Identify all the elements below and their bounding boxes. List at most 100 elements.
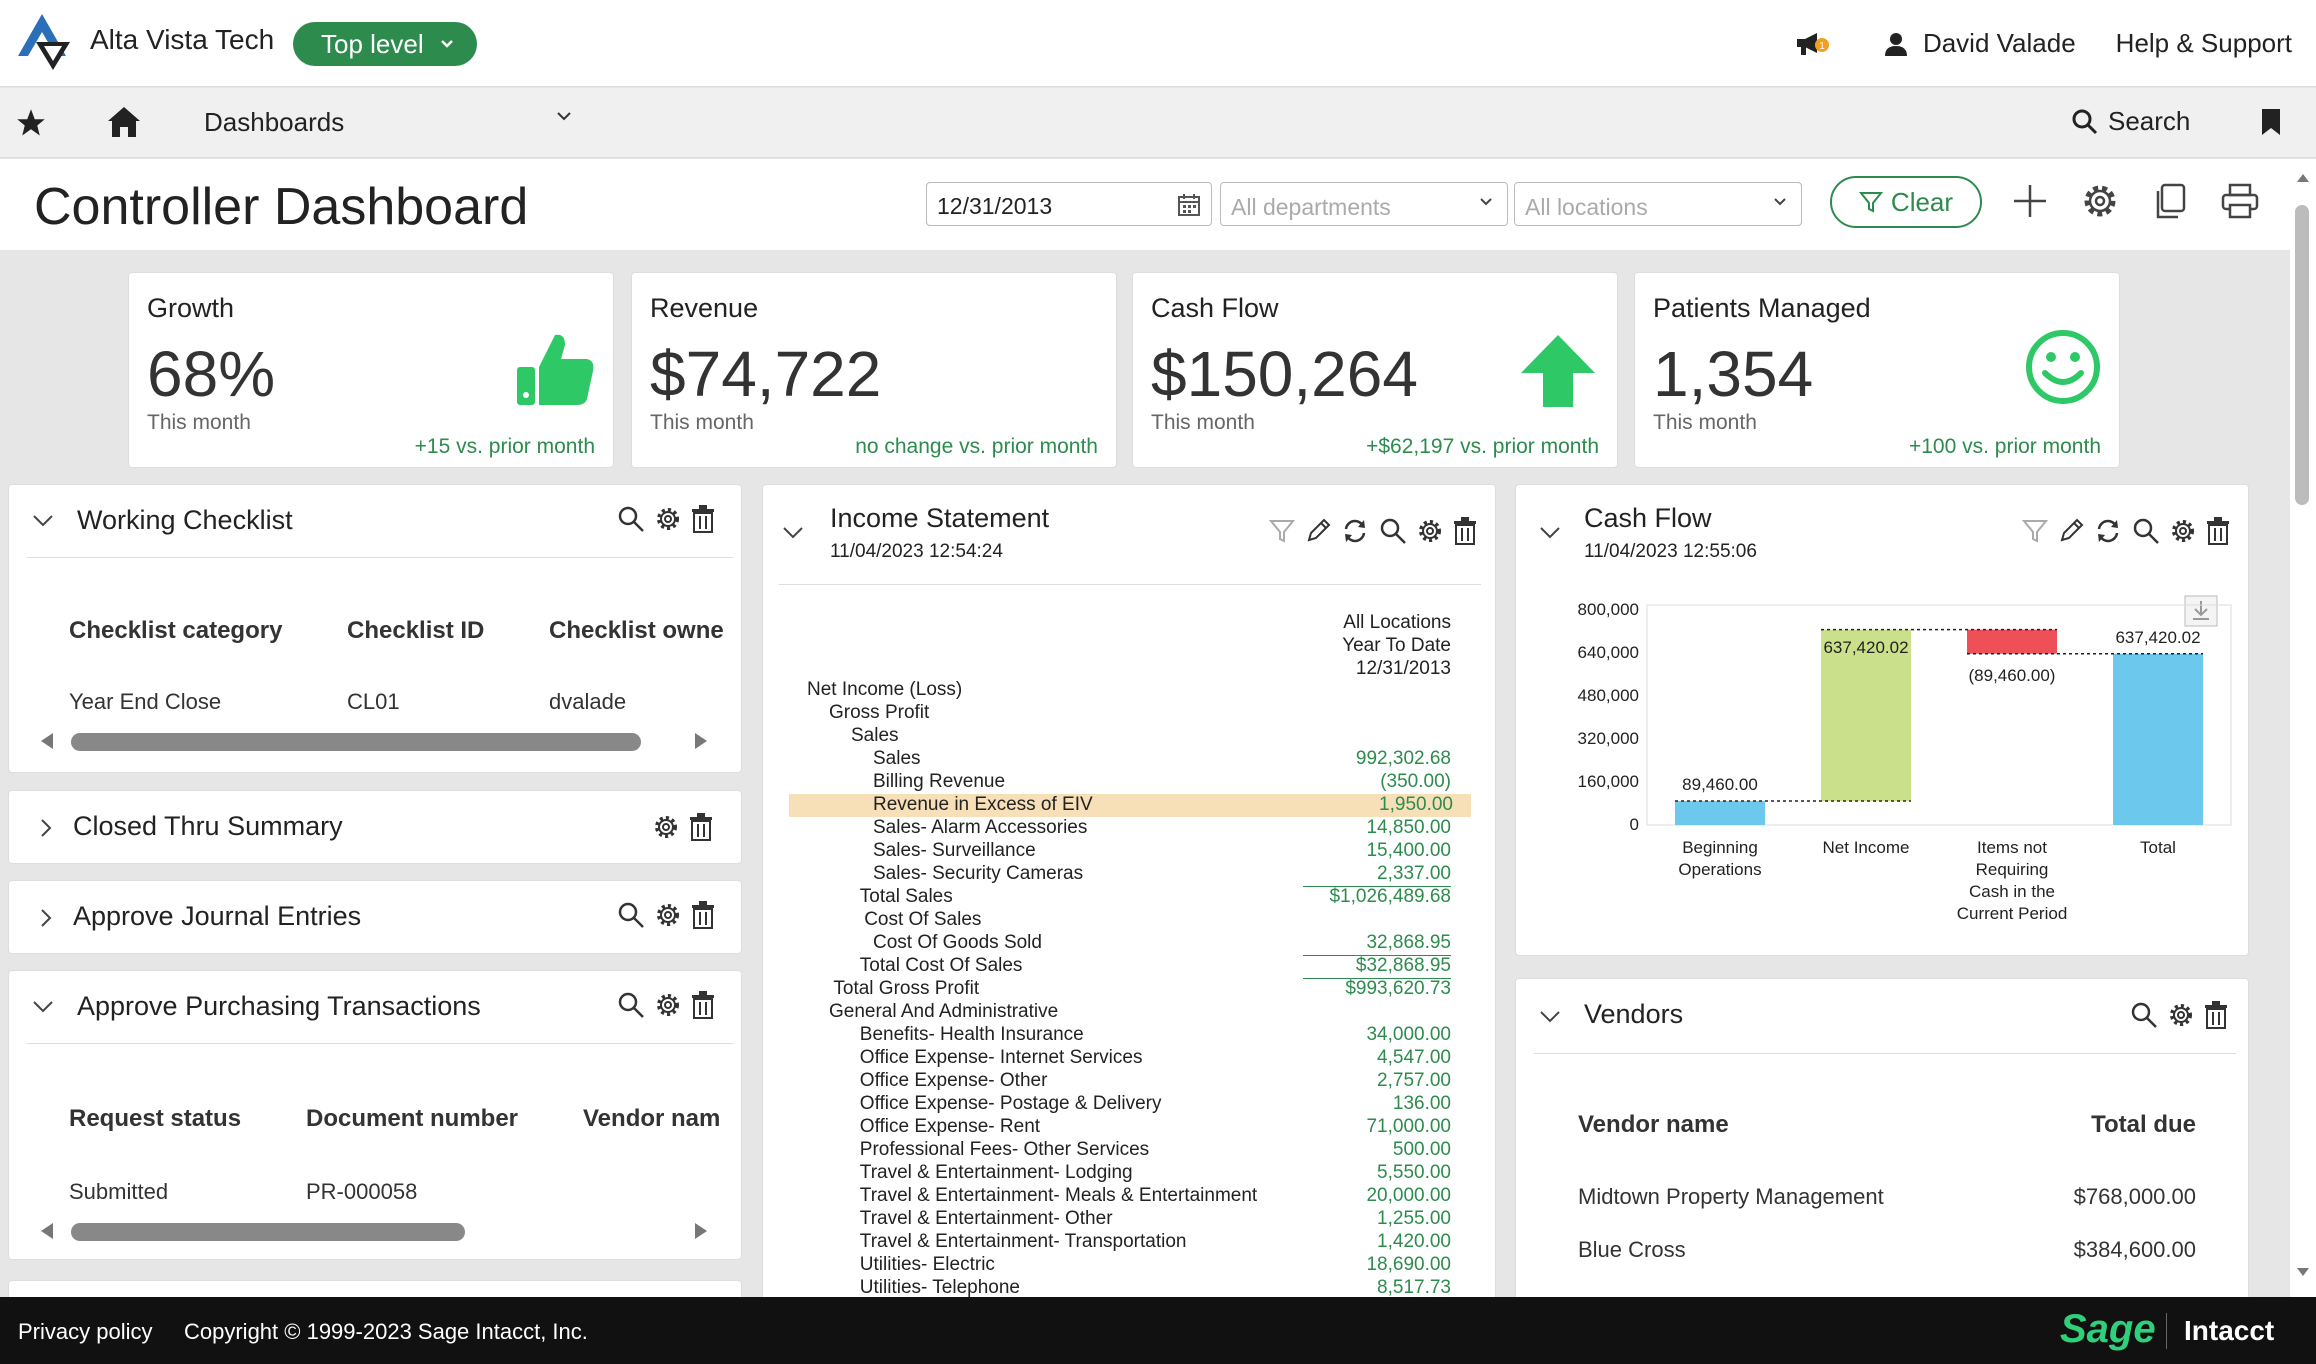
report-row[interactable]: Travel & Entertainment- Lodging 5,550.00 [763, 1162, 1495, 1185]
kpi-card-growth[interactable]: Growth 68% This month +15 vs. prior mont… [128, 272, 614, 468]
amount[interactable]: 71,000.00 [1366, 1116, 1451, 1137]
gear-icon[interactable] [655, 902, 681, 928]
pencil-icon[interactable] [1305, 518, 1331, 544]
amount[interactable]: 14,850.00 [1366, 817, 1451, 838]
table-cell[interactable]: Year End Close [69, 689, 222, 714]
chevron-down-icon[interactable] [1538, 525, 1562, 541]
report-row[interactable]: Office Expense- Rent 71,000.00 [763, 1116, 1495, 1139]
trash-icon[interactable] [691, 901, 715, 929]
report-row[interactable]: Office Expense- Postage & Delivery 136.00 [763, 1093, 1495, 1116]
print-icon[interactable] [2220, 181, 2260, 221]
amount[interactable]: 1,420.00 [1377, 1231, 1451, 1252]
report-row[interactable]: Sales [763, 725, 1495, 748]
horizontal-scrollbar-thumb[interactable] [71, 733, 641, 751]
report-row[interactable]: Total Sales $1,026,489.68 [763, 886, 1495, 909]
chart-bar[interactable] [2113, 653, 2203, 825]
search-icon[interactable] [2130, 1001, 2158, 1029]
dashboards-menu[interactable]: Dashboards [204, 107, 345, 137]
scroll-left-icon[interactable] [41, 1223, 53, 1239]
page-scrollbar[interactable] [2290, 159, 2316, 1297]
amount[interactable]: $993,620.73 [1345, 978, 1451, 999]
vendor-name-cell[interactable]: Midtown Property Management [1578, 1184, 1884, 1209]
filter-icon[interactable] [2022, 518, 2048, 544]
amount[interactable]: 8,517.73 [1377, 1277, 1451, 1298]
report-row[interactable]: Professional Fees- Other Services 500.00 [763, 1139, 1495, 1162]
gear-icon[interactable] [2168, 1002, 2194, 1028]
report-row[interactable]: Cost Of Sales [763, 909, 1495, 932]
locations-select[interactable]: All locations [1514, 182, 1802, 226]
chevron-down-icon[interactable] [781, 525, 805, 541]
report-row[interactable]: Total Cost Of Sales $32,868.95 [763, 955, 1495, 978]
report-row[interactable]: Office Expense- Internet Services 4,547.0… [763, 1047, 1495, 1070]
search-icon[interactable] [2132, 517, 2160, 545]
report-row[interactable]: Cost Of Goods Sold 32,868.95 [763, 932, 1495, 955]
chart-bar[interactable] [1821, 629, 1911, 801]
amount[interactable]: 4,547.00 [1377, 1047, 1451, 1068]
gear-icon[interactable] [655, 506, 681, 532]
column-header[interactable]: Request status [69, 1105, 242, 1132]
search-button[interactable]: Search [2072, 106, 2190, 137]
gear-icon[interactable] [655, 992, 681, 1018]
home-icon[interactable] [106, 105, 142, 139]
trash-icon[interactable] [689, 813, 713, 841]
amount[interactable]: 2,337.00 [1377, 863, 1451, 884]
scroll-left-icon[interactable] [41, 733, 53, 749]
chevron-down-icon[interactable] [31, 513, 55, 529]
vendor-name-cell[interactable]: Blue Cross [1578, 1237, 1686, 1262]
amount[interactable]: 2,757.00 [1377, 1070, 1451, 1091]
amount[interactable]: $1,026,489.68 [1329, 886, 1451, 907]
scrollbar-thumb[interactable] [2295, 205, 2309, 505]
column-header[interactable]: Document number [306, 1105, 519, 1132]
clear-filters-button[interactable]: Clear [1830, 176, 1982, 228]
scroll-up-icon[interactable] [2296, 173, 2310, 183]
help-support-link[interactable]: Help & Support [2116, 28, 2292, 59]
user-menu[interactable]: David Valade [1883, 28, 2076, 59]
privacy-policy-link[interactable]: Privacy policy [18, 1319, 153, 1344]
report-row[interactable]: Benefits- Health Insurance 34,000.00 [763, 1024, 1495, 1047]
amount[interactable]: 1,950.00 [1379, 794, 1453, 815]
report-row[interactable]: Net Income (Loss) [763, 679, 1495, 702]
bookmark-icon[interactable] [2260, 108, 2282, 136]
notifications-button[interactable]: 1 [1795, 31, 1843, 57]
amount[interactable]: 5,550.00 [1377, 1162, 1451, 1183]
kpi-card-cash-flow[interactable]: Cash Flow $150,264 This month +$62,197 v… [1132, 272, 1618, 468]
chart-bar[interactable] [1675, 800, 1765, 825]
amount[interactable]: 34,000.00 [1366, 1024, 1451, 1045]
amount[interactable]: 136.00 [1392, 1093, 1451, 1114]
report-row[interactable]: Sales- Security Cameras 2,337.00 [763, 863, 1495, 886]
report-row[interactable]: Billing Revenue (350.00) [763, 771, 1495, 794]
chevron-down-icon[interactable] [556, 110, 572, 122]
amount[interactable]: 992,302.68 [1355, 748, 1451, 769]
report-row[interactable]: Office Expense- Other 2,757.00 [763, 1070, 1495, 1093]
column-header[interactable]: Checklist category [69, 617, 283, 644]
report-row[interactable]: Sales- Alarm Accessories 14,850.00 [763, 817, 1495, 840]
column-header[interactable]: Total due [2091, 1111, 2196, 1138]
chart-bar[interactable] [1967, 629, 2057, 654]
trash-icon[interactable] [691, 505, 715, 533]
amount[interactable]: $32,868.95 [1355, 955, 1451, 976]
kpi-card-patients-managed[interactable]: Patients Managed 1,354 This month +100 v… [1634, 272, 2120, 468]
pencil-icon[interactable] [2058, 518, 2084, 544]
search-icon[interactable] [617, 901, 645, 929]
report-row[interactable]: General And Administrative [763, 1001, 1495, 1024]
report-row[interactable]: Utilities- Telephone 8,517.73 [763, 1277, 1495, 1300]
trash-icon[interactable] [2206, 517, 2230, 545]
column-header[interactable]: Vendor name [1578, 1111, 1729, 1138]
trash-icon[interactable] [1453, 517, 1477, 545]
amount[interactable]: 32,868.95 [1366, 932, 1451, 953]
amount[interactable]: (350.00) [1380, 771, 1451, 792]
trash-icon[interactable] [2204, 1001, 2228, 1029]
search-icon[interactable] [617, 991, 645, 1019]
table-cell[interactable]: dvalade [549, 689, 627, 714]
report-row[interactable]: Gross Profit [763, 702, 1495, 725]
chevron-right-icon[interactable] [39, 907, 53, 929]
refresh-icon[interactable] [2094, 517, 2122, 545]
column-header[interactable]: Vendor nam [583, 1105, 721, 1132]
amount[interactable]: 20,000.00 [1366, 1185, 1451, 1206]
chevron-right-icon[interactable] [39, 817, 53, 839]
as-of-date-field[interactable]: 12/31/2013 [926, 182, 1212, 226]
table-cell[interactable]: Submitted [69, 1179, 169, 1204]
kpi-card-revenue[interactable]: Revenue $74,722 This month no change vs.… [631, 272, 1117, 468]
gear-icon[interactable] [2080, 181, 2120, 221]
company-name[interactable]: Alta Vista Tech [90, 24, 275, 55]
